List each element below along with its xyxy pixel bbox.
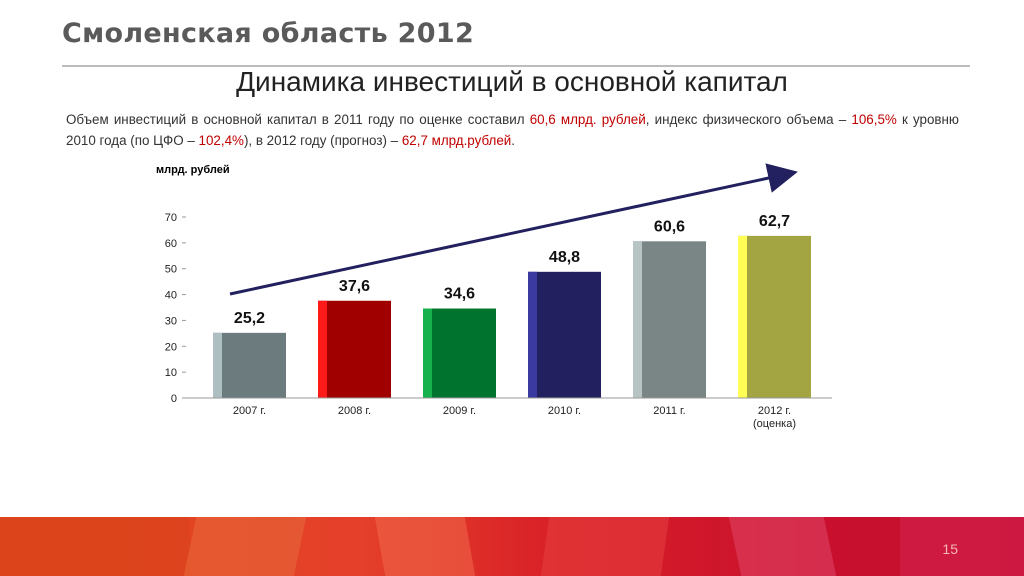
bar-highlight	[213, 332, 222, 398]
x-tick-label: 2008 г.	[338, 405, 371, 417]
summary-value-2011: 60,6 млрд. рублей	[529, 112, 646, 127]
summary-text-5: .	[511, 133, 515, 148]
bar	[213, 332, 286, 398]
x-tick-label: 2011 г.	[653, 405, 685, 417]
x-tick-label: 2009 г.	[443, 405, 476, 417]
bar	[318, 300, 391, 398]
footer-band	[0, 517, 1024, 576]
x-tick-label: 2010 г.	[548, 405, 581, 417]
y-tick-label: 0	[171, 393, 177, 405]
page-number: 15	[942, 541, 958, 557]
trend-arrow	[229, 163, 798, 296]
bar-highlight	[633, 241, 642, 398]
summary-text-4: ), в 2012 году (прогноз) –	[243, 133, 402, 148]
summary-cfo-index-value: 102,4%	[198, 133, 244, 148]
y-tick-label: 60	[165, 238, 177, 250]
bar-highlight	[318, 300, 327, 398]
value-labels-group: 25,2 37,6 34,6 48,8 60,6 62,7	[234, 213, 790, 327]
bar-value-label: 48,8	[549, 249, 580, 266]
summary-text-1: Объем инвестиций в основной капитал в 20…	[66, 112, 530, 127]
y-axis-ticks: 0 10 20 30 40 50 60 70	[165, 212, 186, 405]
bar	[633, 241, 706, 398]
footer-stripe	[374, 517, 476, 576]
bar-value-label: 62,7	[759, 213, 790, 230]
y-tick-label: 50	[165, 264, 177, 276]
title-divider	[62, 65, 970, 67]
y-tick-label: 10	[165, 367, 177, 379]
footer-stripe	[728, 517, 837, 576]
region-title: Смоленская область 2012	[62, 18, 475, 49]
y-tick-label: 70	[165, 212, 177, 224]
bar-value-label: 37,6	[339, 278, 370, 295]
bar-highlight	[423, 308, 432, 398]
footer-stripe	[0, 517, 190, 576]
summary-value-2012: 62,7 млрд.рублей	[401, 133, 512, 148]
bar	[423, 308, 496, 398]
x-axis-labels: 2007 г. 2008 г. 2009 г. 2010 г. 2011 г. 2012 …	[233, 405, 796, 430]
footer-stripe	[183, 517, 307, 576]
footer-stripe	[540, 517, 670, 576]
x-tick-sublabel: (оценка)	[753, 418, 796, 430]
summary-paragraph: Объем инвестиций в основной капитал в 20…	[66, 109, 959, 151]
bar-highlight	[528, 271, 537, 398]
summary-text-3: к уровню 2010 года (по ЦФО –	[66, 112, 959, 148]
y-tick-label: 20	[165, 341, 177, 353]
bar-value-label: 25,2	[234, 310, 265, 327]
summary-index-value: 106,5%	[851, 112, 897, 127]
y-tick-label: 30	[165, 315, 177, 327]
bar	[528, 271, 601, 398]
y-axis-label: млрд. рублей	[156, 164, 230, 176]
bars-group	[213, 235, 811, 398]
bar-highlight	[738, 235, 747, 398]
bar-value-label: 34,6	[444, 286, 475, 303]
bar	[738, 235, 811, 398]
y-tick-label: 40	[165, 290, 177, 302]
x-tick-label: 2012 г.	[758, 405, 791, 417]
x-tick-label: 2007 г.	[233, 405, 266, 417]
bar-value-label: 60,6	[654, 218, 685, 235]
investment-bar-chart: млрд. рублей 0 10 20 30 40 50 60 70 25,2 37,6 34,…	[156, 163, 832, 430]
summary-text-2: , индекс физического объема –	[645, 112, 852, 127]
slide-title: Динамика инвестиций в основной капитал	[236, 66, 788, 97]
footer-stripe	[900, 517, 1024, 576]
